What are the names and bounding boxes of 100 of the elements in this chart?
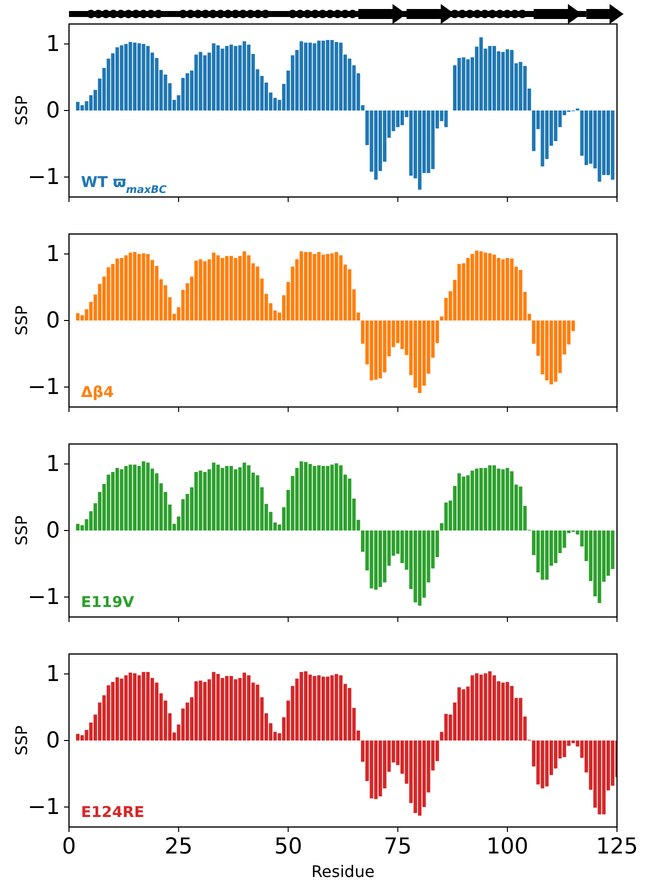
bar (120, 678, 124, 740)
bar (426, 110, 430, 174)
bar (518, 698, 522, 740)
bar (334, 42, 338, 110)
bar (146, 46, 150, 110)
bar (479, 674, 483, 740)
x-tick-label: 0 (62, 834, 76, 860)
bar (598, 530, 602, 604)
y-axis-title: SSP (12, 515, 31, 546)
bar (444, 502, 448, 530)
bar (142, 672, 146, 740)
bar (330, 40, 334, 110)
bar (76, 734, 80, 740)
bar (330, 675, 334, 740)
bar (106, 685, 110, 740)
bar (348, 688, 352, 740)
x-tick-label: 25 (164, 834, 193, 860)
bar (220, 258, 224, 320)
bar (370, 740, 374, 798)
bar (216, 464, 220, 530)
x-tick-label: 100 (486, 834, 528, 860)
bar (540, 110, 544, 166)
bar (234, 679, 238, 740)
bar (506, 682, 510, 740)
bar (330, 464, 334, 530)
bar (370, 320, 374, 380)
bar (409, 110, 413, 176)
bar (484, 468, 488, 530)
bar (598, 110, 602, 182)
y-tick-label: 1 (46, 452, 60, 477)
bar (334, 252, 338, 320)
annotation: E119V (81, 593, 135, 611)
bar (518, 270, 522, 320)
bar (238, 45, 242, 110)
bar (120, 469, 124, 530)
bar (506, 49, 510, 110)
bar (312, 466, 316, 530)
bar (120, 45, 124, 110)
bar (203, 55, 207, 110)
y-tick-label: −1 (28, 375, 60, 400)
bar (334, 674, 338, 740)
y-tick-label: 0 (46, 728, 60, 754)
bar (256, 684, 260, 740)
x-axis-title: Residue (311, 862, 375, 881)
bar (330, 253, 334, 320)
bar (220, 678, 224, 740)
bar (198, 470, 202, 530)
bar (146, 672, 150, 740)
bar (76, 313, 80, 320)
bar (220, 468, 224, 530)
bar (518, 486, 522, 530)
bar (317, 675, 321, 740)
bar (370, 530, 374, 588)
y-axis-title: SSP (12, 725, 31, 756)
bar (518, 62, 522, 110)
bar (479, 468, 483, 530)
bar (462, 57, 466, 110)
bar (484, 673, 488, 740)
bar (501, 52, 505, 110)
bar (479, 37, 483, 110)
bar (484, 252, 488, 320)
bar (256, 475, 260, 530)
y-tick-label: −1 (28, 795, 60, 820)
y-axis-title: SSP (12, 305, 31, 336)
bar (348, 478, 352, 530)
bar (234, 469, 238, 530)
bar (203, 472, 207, 530)
bar (142, 461, 146, 530)
x-tick-label: 125 (596, 834, 638, 860)
bar (540, 740, 544, 788)
bar (506, 258, 510, 320)
bar (216, 674, 220, 740)
bar (317, 40, 321, 110)
bar (124, 44, 128, 110)
bar (312, 676, 316, 740)
bar (216, 45, 220, 110)
bar (203, 261, 207, 320)
y-tick-label: 0 (46, 98, 60, 124)
bar (598, 740, 602, 814)
y-tick-label: 1 (46, 662, 60, 687)
bar (76, 102, 80, 110)
bar (466, 59, 470, 110)
y-tick-label: 0 (46, 518, 60, 544)
bar (536, 740, 540, 784)
bar (501, 259, 505, 320)
bar (146, 254, 150, 320)
bar (216, 255, 220, 320)
bar (120, 258, 124, 320)
bar (312, 254, 316, 320)
y-tick-label: 1 (46, 32, 60, 57)
bar (124, 255, 128, 320)
bar (198, 259, 202, 320)
bar (523, 66, 527, 110)
bar (317, 252, 321, 320)
y-tick-label: 1 (46, 242, 60, 267)
bar (562, 740, 566, 758)
bar (198, 52, 202, 110)
y-tick-label: 0 (46, 308, 60, 334)
bar (203, 682, 207, 740)
bar (124, 466, 128, 530)
